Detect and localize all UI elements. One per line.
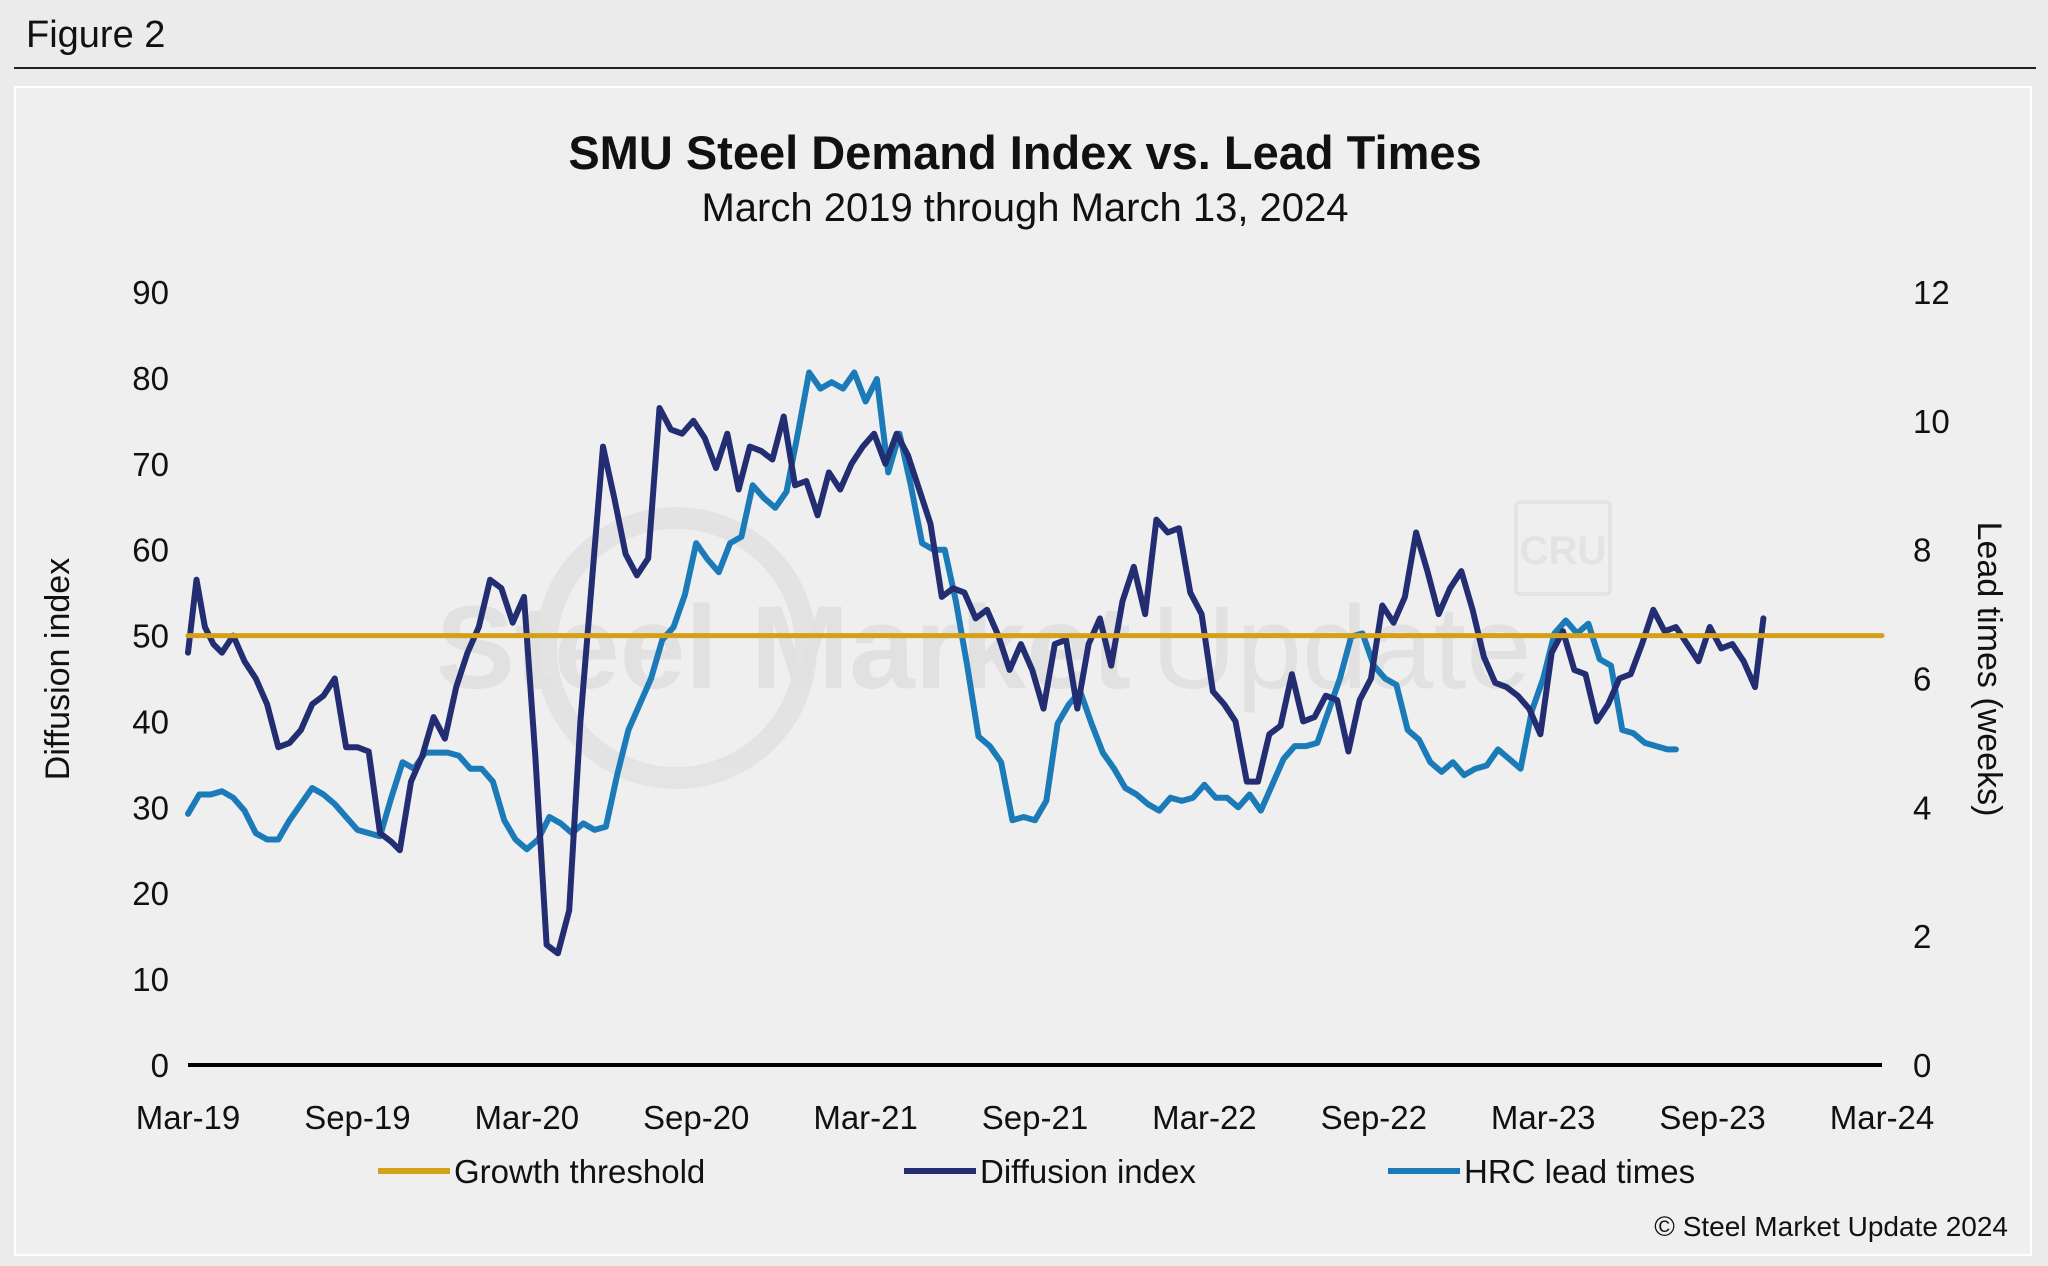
x-tick-label: Mar-23: [1491, 1099, 1596, 1136]
y-axis-title: Diffusion index: [39, 558, 77, 780]
y-tick-label: 20: [132, 875, 169, 912]
legend: Growth threshold Diffusion index HRC lea…: [378, 1153, 1695, 1190]
y2-tick-label: 4: [1913, 789, 1931, 826]
watermark-brand-bold: Steel Market: [436, 582, 1131, 714]
y2-tick-label: 2: [1913, 918, 1931, 955]
y-tick-label: 80: [132, 360, 169, 397]
y-tick-label: 10: [132, 961, 169, 998]
y2-axis-ticks: 0 2 4 6 8 10 12: [1913, 274, 1950, 1084]
y-tick-label: 40: [132, 703, 169, 740]
x-tick-label: Mar-20: [475, 1099, 580, 1136]
watermark-badge-text: CRU: [1520, 529, 1607, 573]
figure-divider: [14, 67, 2036, 69]
legend-item-hrc-lead-times: HRC lead times: [1388, 1153, 1695, 1190]
y2-tick-label: 6: [1913, 661, 1931, 698]
watermark-swoosh: [535, 507, 817, 789]
y2-tick-label: 0: [1913, 1047, 1931, 1084]
x-tick-label: Sep-20: [643, 1099, 749, 1136]
y2-tick-label: 12: [1913, 274, 1950, 311]
legend-item-diffusion-index: Diffusion index: [904, 1153, 1196, 1190]
legend-label-diffusion-index: Diffusion index: [980, 1153, 1196, 1190]
y-tick-label: 70: [132, 446, 169, 483]
y-tick-label: 30: [132, 789, 169, 826]
series-layer: [185, 369, 1885, 957]
chart-panel: Steel Market Update CRU SMU Steel Demand …: [14, 86, 2032, 1256]
copyright-notice: © Steel Market Update 2024: [1654, 1211, 2008, 1242]
x-tick-label: Sep-21: [982, 1099, 1088, 1136]
legend-label-hrc-lead-times: HRC lead times: [1464, 1153, 1695, 1190]
x-tick-label: Mar-22: [1152, 1099, 1257, 1136]
y2-tick-label: 8: [1913, 532, 1931, 569]
watermark-badge: [1514, 500, 1612, 596]
legend-item-growth-threshold: Growth threshold: [378, 1153, 705, 1190]
x-axis-ticks: Mar-19 Sep-19 Mar-20 Sep-20 Mar-21 Sep-21 Mar-…: [136, 1099, 1935, 1136]
x-tick-label: Sep-22: [1321, 1099, 1427, 1136]
chart-svg: Steel Market Update CRU SMU Steel Demand …: [39, 126, 2008, 1242]
x-tick-label: Mar-24: [1830, 1099, 1935, 1136]
y-tick-label: 0: [151, 1047, 169, 1084]
x-tick-label: Sep-23: [1659, 1099, 1765, 1136]
y2-tick-label: 10: [1913, 403, 1950, 440]
y-axis-ticks: 0 10 20 30 40 50 60 70 80 90: [132, 274, 169, 1084]
x-tick-label: Mar-21: [813, 1099, 918, 1136]
x-tick-label: Mar-19: [136, 1099, 241, 1136]
figure-label: Figure 2: [26, 14, 166, 56]
chart-subtitle: March 2019 through March 13, 2024: [701, 186, 1348, 230]
series-line-diffusion-index: [185, 405, 1767, 957]
chart-title: SMU Steel Demand Index vs. Lead Times: [568, 126, 1481, 179]
y-tick-label: 90: [132, 274, 169, 311]
legend-label-growth-threshold: Growth threshold: [454, 1153, 705, 1190]
y2-axis-title: Lead times (weeks): [1970, 522, 2008, 817]
x-tick-label: Sep-19: [304, 1099, 410, 1136]
y-tick-label: 60: [132, 532, 169, 569]
y-tick-label: 50: [132, 618, 169, 655]
watermark: Steel Market Update CRU: [436, 500, 1612, 789]
